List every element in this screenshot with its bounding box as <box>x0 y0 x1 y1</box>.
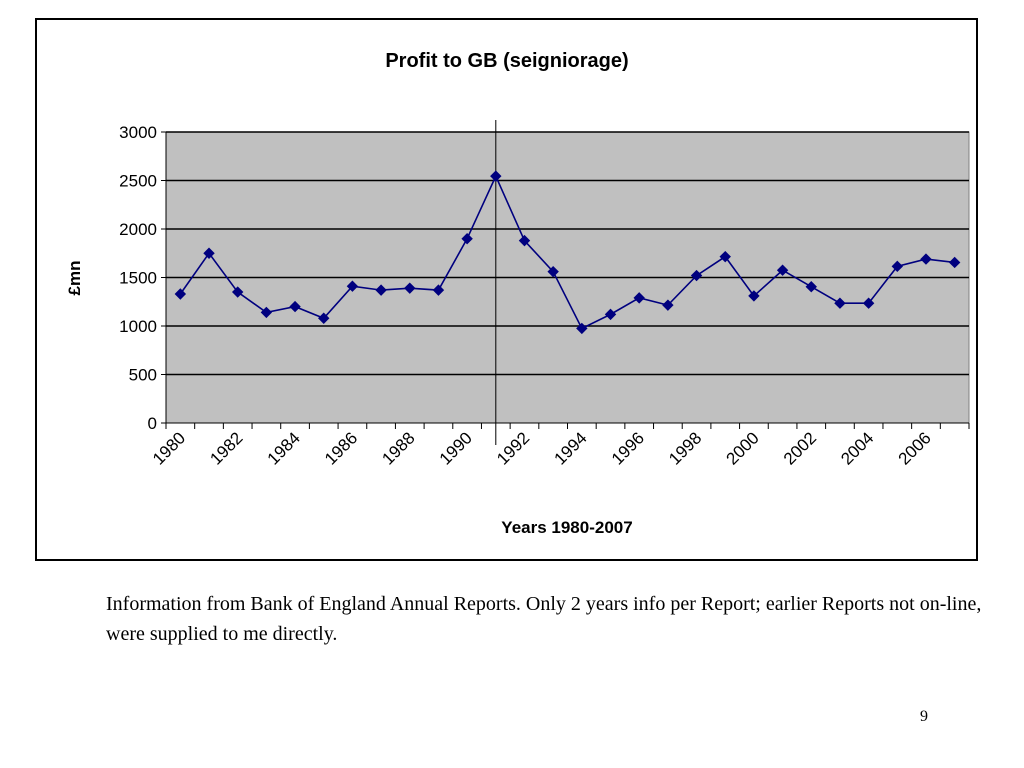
x-tick-label: 1990 <box>436 428 476 468</box>
data-point <box>203 247 215 259</box>
x-tick-label: 1992 <box>493 428 533 468</box>
x-tick-label: 2000 <box>723 428 763 468</box>
data-point <box>260 306 273 319</box>
data-point <box>834 297 846 309</box>
data-point <box>776 264 789 276</box>
data-point <box>547 265 559 278</box>
data-point <box>518 234 531 247</box>
x-tick-label: 1984 <box>264 428 304 468</box>
y-tick-label: 1500 <box>119 269 157 288</box>
data-point <box>174 288 187 300</box>
x-tick-label: 1998 <box>665 428 705 468</box>
data-point <box>748 290 760 302</box>
chart: Profit to GB (seigniorage) 0 500 1000 1500 2… <box>65 50 970 537</box>
x-tick-label: 2004 <box>837 428 877 468</box>
x-axis: 1980 1982 1984 1986 1988 1990 1992 1994 1996 1998… <box>149 422 970 469</box>
data-point <box>231 286 244 298</box>
y-tick-label: 1000 <box>119 317 157 336</box>
data-point <box>346 280 359 292</box>
chart-frame: Profit to GB (seigniorage) 0 500 1000 1500 2… <box>35 18 978 561</box>
data-point <box>662 299 674 311</box>
page-number: 9 <box>920 708 928 725</box>
data-point <box>404 282 416 294</box>
x-tick-label: 1980 <box>149 428 189 468</box>
x-tick-label: 2006 <box>895 428 935 468</box>
x-tick-label: 1988 <box>378 428 418 468</box>
x-tick-label: 2002 <box>780 428 820 468</box>
y-tick-label: 2500 <box>119 172 157 191</box>
data-point <box>948 256 961 269</box>
caption: Information from Bank of England Annual … <box>106 593 982 645</box>
chart-title: Profit to GB (seigniorage) <box>385 50 628 72</box>
data-point <box>891 260 904 273</box>
data-point <box>576 322 588 335</box>
x-tick-label: 1996 <box>608 428 648 468</box>
data-point <box>719 250 731 263</box>
data-point <box>318 312 330 324</box>
x-tick-label: 1986 <box>321 428 361 468</box>
y-tick-label: 500 <box>129 366 157 385</box>
data-point <box>920 253 932 265</box>
series-line <box>179 174 955 330</box>
plot-area <box>165 120 970 445</box>
y-axis-title: £mn <box>65 261 84 296</box>
y-tick-label: 0 <box>148 414 157 433</box>
data-point <box>862 297 875 309</box>
data-point <box>289 300 301 313</box>
data-point <box>461 232 473 245</box>
y-tick-label: 3000 <box>119 123 157 142</box>
x-tick-label: 1994 <box>550 428 590 468</box>
data-point <box>633 292 645 304</box>
data-point <box>604 308 617 321</box>
series-group <box>174 170 961 335</box>
y-axis: 0 500 1000 1500 2000 2500 3000 <box>119 123 167 433</box>
data-point <box>490 170 502 182</box>
x-tick-label: 1982 <box>206 428 246 468</box>
data-point <box>690 269 703 282</box>
y-tick-label: 2000 <box>119 220 157 239</box>
data-point <box>432 284 445 296</box>
x-axis-title: Years 1980-2007 <box>501 518 632 537</box>
data-point <box>805 281 817 293</box>
data-point <box>375 284 387 296</box>
